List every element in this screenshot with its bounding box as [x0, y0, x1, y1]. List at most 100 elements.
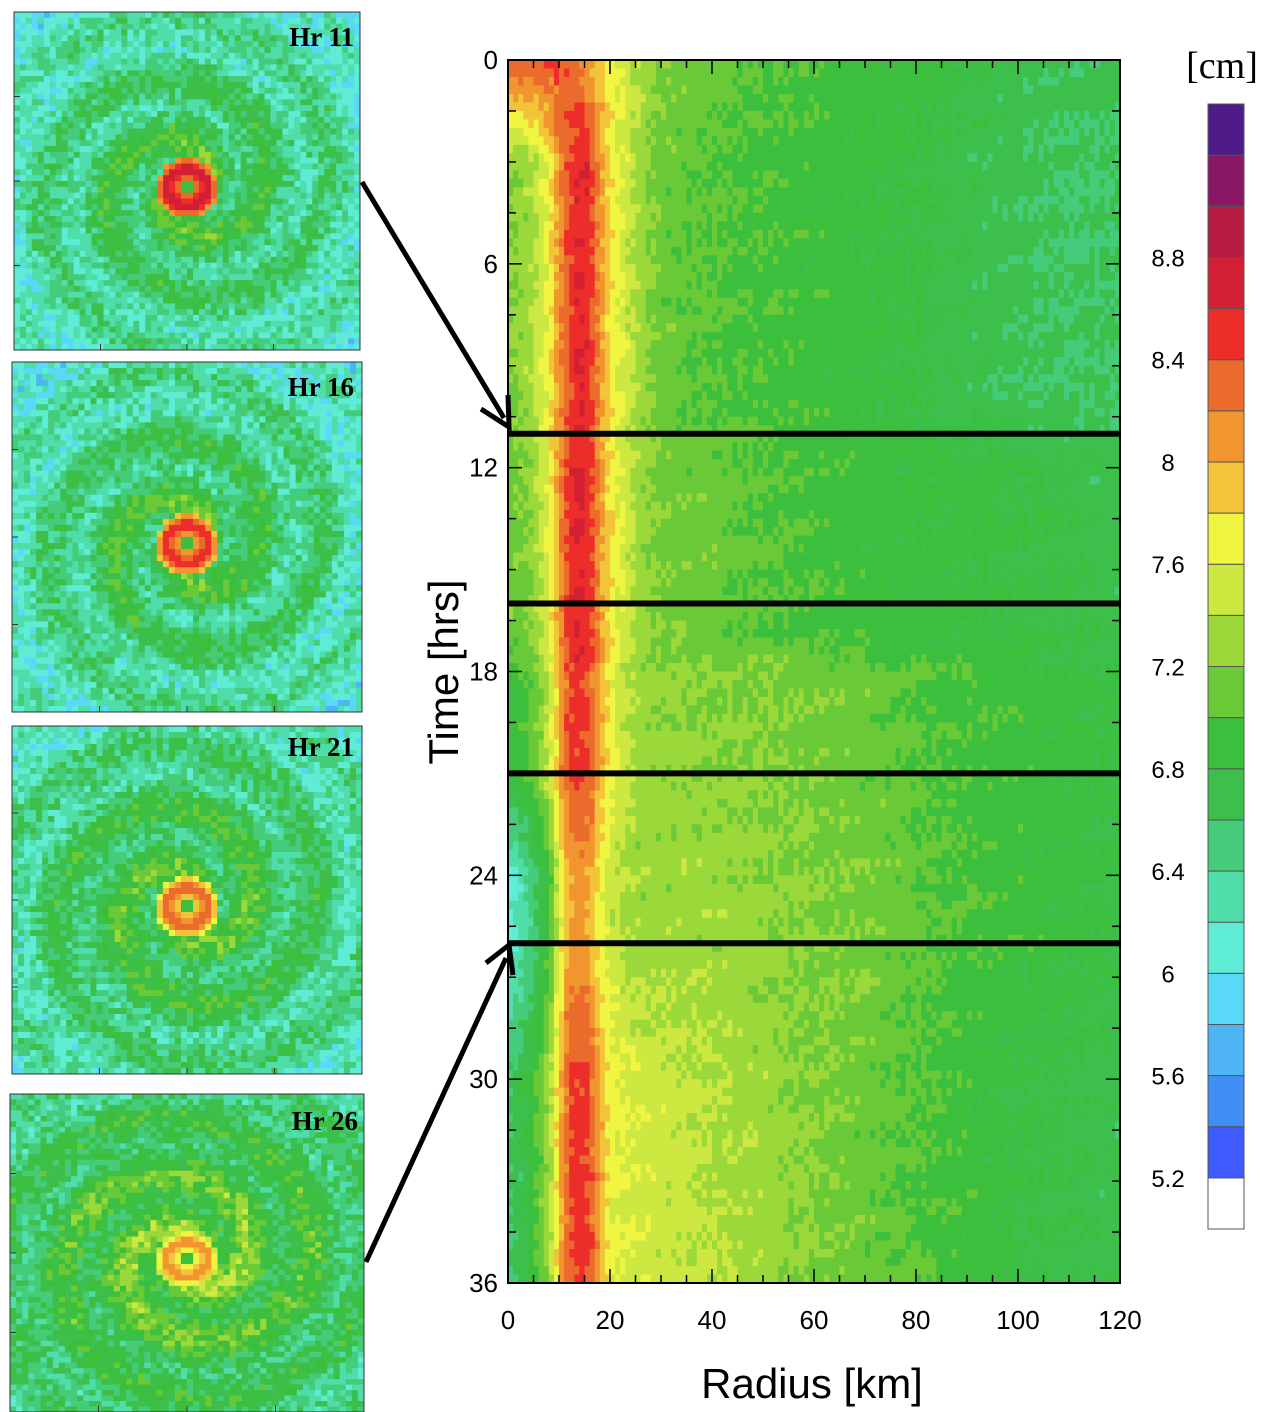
- field-cell: [43, 157, 51, 165]
- field-cell: [73, 250, 81, 258]
- field-cell: [354, 93, 360, 100]
- field-cell: [337, 398, 345, 405]
- field-cell: [252, 64, 260, 71]
- field-cell: [90, 476, 97, 484]
- field-cell: [133, 29, 140, 36]
- field-cell: [337, 392, 345, 399]
- field-cell: [217, 398, 224, 405]
- field-cell: [139, 285, 146, 293]
- field-cell: [25, 233, 33, 240]
- field-cell: [223, 362, 230, 369]
- field-cell: [216, 326, 224, 334]
- field-cell: [156, 506, 164, 514]
- field-cell: [252, 29, 260, 36]
- field-cell: [181, 81, 188, 89]
- field-cell: [133, 93, 140, 100]
- field-cell: [282, 12, 289, 19]
- field-cell: [169, 58, 176, 65]
- field-cell: [187, 422, 194, 429]
- field-cell: [102, 506, 110, 514]
- field-cell: [198, 221, 206, 229]
- field-cell: [120, 458, 128, 466]
- field-cell: [198, 93, 206, 100]
- field-cell: [139, 181, 146, 188]
- field-cell: [222, 93, 230, 100]
- field-cell: [301, 410, 309, 417]
- field-cell: [222, 297, 230, 304]
- field-cell: [198, 285, 206, 293]
- field-cell: [133, 175, 140, 182]
- field-cell: [258, 35, 266, 42]
- field-cell: [121, 291, 128, 299]
- field-cell: [138, 464, 146, 472]
- field-cell: [109, 163, 116, 170]
- field-cell: [163, 280, 170, 287]
- field-cell: [121, 245, 128, 252]
- field-cell: [55, 52, 63, 60]
- field-cell: [55, 58, 63, 65]
- field-cell: [115, 181, 122, 188]
- field-cell: [235, 398, 242, 405]
- field-cell: [252, 99, 260, 106]
- field-cell: [204, 12, 212, 19]
- field-cell: [133, 192, 140, 199]
- field-cell: [330, 291, 337, 299]
- field-cell: [91, 163, 99, 170]
- field-cell: [31, 93, 39, 100]
- field-cell: [85, 262, 93, 269]
- field-cell: [145, 227, 152, 234]
- field-cell: [222, 315, 230, 322]
- field-cell: [109, 215, 116, 223]
- field-cell: [66, 416, 73, 423]
- field-cell: [168, 524, 176, 532]
- field-cell: [294, 17, 301, 25]
- field-cell: [25, 46, 33, 54]
- field-cell: [102, 398, 110, 405]
- field-cell: [174, 470, 182, 478]
- field-cell: [126, 422, 134, 429]
- field-cell: [265, 452, 272, 460]
- field-cell: [79, 274, 87, 281]
- field-cell: [300, 250, 307, 258]
- field-cell: [25, 76, 33, 83]
- field-cell: [109, 169, 116, 176]
- field-cell: [258, 326, 266, 334]
- field-cell: [211, 392, 218, 399]
- field-cell: [156, 458, 164, 466]
- field-cell: [138, 494, 146, 502]
- field-cell: [288, 210, 295, 217]
- field-cell: [120, 452, 128, 460]
- field-cell: [31, 99, 39, 106]
- field-cell: [60, 398, 67, 405]
- field-cell: [14, 303, 21, 310]
- field-cell: [324, 256, 331, 264]
- field-cell: [282, 146, 289, 153]
- field-cell: [61, 58, 69, 65]
- field-cell: [198, 210, 206, 217]
- field-cell: [127, 46, 134, 54]
- field-cell: [277, 440, 285, 447]
- field-cell: [36, 518, 43, 526]
- field-cell: [162, 362, 170, 369]
- field-cell: [73, 239, 81, 246]
- field-cell: [288, 250, 295, 258]
- field-cell: [31, 291, 39, 299]
- field-cell: [139, 338, 146, 345]
- field-cell: [283, 392, 291, 399]
- field-cell: [78, 506, 85, 514]
- field-cell: [85, 64, 93, 71]
- field-cell: [205, 374, 212, 381]
- field-cell: [43, 215, 51, 223]
- field-cell: [37, 315, 45, 322]
- field-cell: [216, 315, 224, 322]
- field-cell: [300, 297, 307, 304]
- field-cell: [114, 392, 122, 399]
- field-cell: [25, 146, 33, 153]
- field-cell: [216, 186, 224, 194]
- field-cell: [19, 70, 27, 77]
- field-cell: [210, 280, 218, 287]
- field-cell: [264, 105, 272, 112]
- field-cell: [355, 380, 362, 387]
- field-cell: [234, 262, 242, 269]
- field-cell: [150, 458, 158, 466]
